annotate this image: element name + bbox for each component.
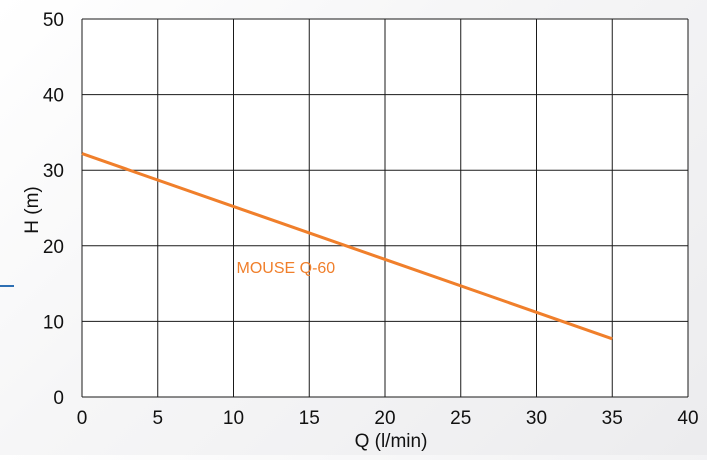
grid-lines: [81, 18, 689, 398]
y-tick-label: 0: [53, 388, 64, 409]
x-tick-label: 35: [602, 408, 623, 429]
x-tick-label: 40: [677, 408, 698, 429]
accent-mark: [0, 285, 14, 287]
x-axis-label: Q (l/min): [355, 431, 428, 452]
y-axis-label: H (m): [22, 186, 43, 233]
y-tick-label: 40: [43, 86, 64, 107]
x-tick-label: 0: [77, 408, 88, 429]
y-tick-label: 30: [43, 161, 64, 182]
y-tick-labels: 0 10 20 30 40 50: [43, 10, 64, 409]
y-tick-label: 20: [43, 237, 64, 258]
x-tick-label: 15: [299, 408, 320, 429]
series-label: MOUSE Q-60: [237, 260, 336, 277]
series-line: [81, 152, 613, 341]
y-tick-label: 10: [43, 312, 64, 333]
x-tick-label: 5: [152, 408, 163, 429]
x-tick-label: 10: [223, 408, 244, 429]
x-tick-label: 30: [526, 408, 547, 429]
x-tick-label: 20: [374, 408, 395, 429]
x-tick-label: 25: [450, 408, 471, 429]
y-tick-label: 50: [43, 10, 64, 31]
series-group: MOUSE Q-60: [81, 152, 613, 341]
x-tick-labels: 0 5 10 15 20 25 30 35 40: [77, 408, 699, 429]
